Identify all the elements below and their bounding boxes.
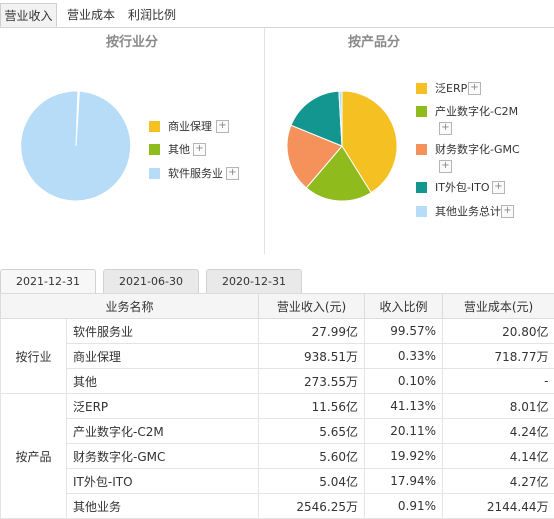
cost-cell: 2144.44万 (442, 493, 554, 519)
business-name-cell: 产业数字化-C2M (65, 418, 259, 444)
tab-cost[interactable]: 营业成本 (66, 8, 115, 22)
expand-plus-icon[interactable]: + (216, 120, 229, 133)
expand-plus-icon[interactable]: + (501, 205, 514, 218)
column-header-ratio: 收入比例 (364, 293, 444, 319)
expand-plus-icon[interactable]: + (492, 181, 505, 194)
product-pie-slice-2[interactable] (305, 145, 372, 202)
legend-swatch (416, 83, 427, 94)
business-name-cell: 其他 (65, 368, 259, 394)
legend-swatch (416, 144, 427, 155)
expand-plus-icon[interactable]: + (468, 82, 481, 95)
revenue-cell: 27.99亿 (258, 318, 365, 344)
expand-plus-icon[interactable]: + (226, 167, 239, 180)
ratio-cell: 0.33% (364, 343, 443, 369)
legend-label: 产业数字化-C2M (435, 105, 519, 118)
business-name-cell: 财务数字化-GMC (65, 443, 259, 469)
legend-label: 其他 (168, 143, 190, 156)
product-chart-panel: 按产品分 泛ERP + 产业数字化-C2M + 财务数字化-GMC + IT外包… (266, 28, 554, 254)
revenue-cell: 273.55万 (258, 368, 365, 394)
revenue-cell: 11.56亿 (258, 393, 365, 419)
legend-label: 泛ERP (435, 82, 468, 95)
tab-profit-ratio[interactable]: 利润比例 (127, 8, 176, 22)
legend-swatch (416, 106, 427, 117)
expand-plus-icon[interactable]: + (439, 122, 452, 135)
legend-label: IT外包-ITO (435, 181, 490, 194)
table-header-row: 业务名称 营业收入(元) 收入比例 营业成本(元) (0, 293, 554, 319)
cost-cell: 4.24亿 (442, 418, 554, 444)
table-row: 按产品 泛ERP 11.56亿 41.13% 8.01亿 (0, 393, 554, 519)
table-row: 财务数字化-GMC 5.60亿 19.92% 4.14亿 (1, 443, 554, 469)
business-name-cell: 泛ERP (65, 393, 259, 419)
cost-cell: 4.14亿 (442, 443, 554, 469)
legend-swatch (149, 121, 160, 132)
revenue-cell: 5.65亿 (258, 418, 365, 444)
legend-swatch (149, 168, 160, 179)
cost-cell: 8.01亿 (442, 393, 554, 419)
cost-cell: 718.77万 (442, 343, 554, 369)
industry-pie-chart (20, 90, 132, 202)
tab-period-2021-12-31[interactable]: 2021-12-31 (0, 269, 96, 294)
table-row: 按行业 软件服务业 27.99亿 99.57% 20.80亿 (0, 318, 554, 394)
ratio-cell: 0.10% (364, 368, 443, 394)
ratio-cell: 17.94% (364, 468, 443, 494)
revenue-cell: 2546.25万 (258, 493, 365, 519)
product-pie-slice-5[interactable] (338, 90, 343, 147)
column-header-cost: 营业成本(元) (442, 293, 554, 319)
ratio-cell: 99.57% (364, 318, 443, 344)
ratio-cell: 0.91% (364, 493, 443, 519)
legend-label: 财务数字化-GMC (435, 143, 520, 156)
tab-period-2021-06-30[interactable]: 2021-06-30 (103, 269, 199, 293)
tab-revenue[interactable]: 营业收入 (0, 3, 57, 27)
tab-period-2020-12-31[interactable]: 2020-12-31 (206, 269, 302, 293)
business-name-cell: 软件服务业 (65, 318, 259, 344)
group-label-product: 按产品 (0, 393, 67, 519)
legend-label: 其他业务总计 (435, 205, 501, 218)
group-label-industry: 按行业 (0, 318, 67, 394)
table-row: 其他 273.55万 0.10% - (1, 368, 554, 394)
legend-label: 软件服务业 (168, 167, 223, 180)
industry-chart-panel: 按行业分 商业保理 + 其他 + 软件服务业 + (0, 28, 265, 254)
revenue-cell: 5.60亿 (258, 443, 365, 469)
table-row: IT外包-ITO 5.04亿 17.94% 4.27亿 (1, 468, 554, 494)
table-row: 产业数字化-C2M 5.65亿 20.11% 4.24亿 (1, 418, 554, 444)
ratio-cell: 19.92% (364, 443, 443, 469)
legend-label: 商业保理 (168, 120, 212, 133)
industry-chart-title: 按行业分 (105, 35, 158, 50)
table-row: 商业保理 938.51万 0.33% 718.77万 (1, 343, 554, 369)
cost-cell: - (442, 368, 554, 394)
legend-swatch (416, 206, 427, 217)
product-pie-chart (286, 90, 398, 202)
expand-plus-icon[interactable]: + (439, 160, 452, 173)
product-chart-title: 按产品分 (347, 35, 400, 50)
product-pie-slice-4[interactable] (290, 90, 343, 147)
ratio-cell: 41.13% (364, 393, 443, 419)
legend-swatch (416, 182, 427, 193)
industry-pie-slice-3[interactable] (20, 90, 132, 202)
business-name-cell: 商业保理 (65, 343, 259, 369)
business-name-cell: 其他业务 (65, 493, 259, 519)
cost-cell: 4.27亿 (442, 468, 554, 494)
column-header-business-name: 业务名称 (0, 293, 260, 319)
column-header-revenue: 营业收入(元) (258, 293, 366, 319)
legend-swatch (149, 144, 160, 155)
table-row: 其他业务 2546.25万 0.91% 2144.44万 (1, 493, 554, 519)
business-name-cell: IT外包-ITO (65, 468, 259, 494)
cost-cell: 20.80亿 (442, 318, 554, 344)
revenue-cell: 5.04亿 (258, 468, 365, 494)
period-tab-bar: 2021-12-31 2021-06-30 2020-12-31 (0, 265, 554, 294)
ratio-cell: 20.11% (364, 418, 443, 444)
expand-plus-icon[interactable]: + (193, 143, 206, 156)
revenue-cell: 938.51万 (258, 343, 365, 369)
top-tab-bar: 营业收入 营业成本 利润比例 (0, 0, 554, 28)
revenue-breakdown-table: 业务名称 营业收入(元) 收入比例 营业成本(元) 按行业 软件服务业 27.9… (0, 293, 554, 519)
